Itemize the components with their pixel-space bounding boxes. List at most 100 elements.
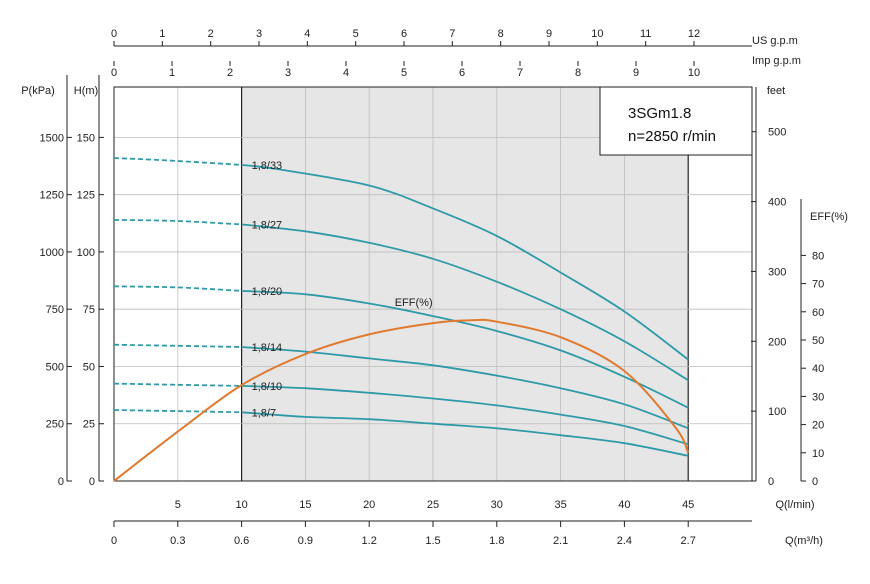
us-gpm-tick-label: 8 <box>498 28 504 40</box>
flow-lmin-axis-title: Q(l/min) <box>775 499 814 511</box>
flow-m3h-tick-label: 0.3 <box>170 535 185 547</box>
head-tick-label: 25 <box>83 419 95 431</box>
head-curve-label: 1,8/14 <box>252 342 283 354</box>
head-curve-line <box>241 164 689 361</box>
head-curves: 1,8/33 1,8/27 1,8/20 1,8/14 1,8/10 1,8/7 <box>113 157 689 457</box>
eff-axis-title: EFF(%) <box>810 211 848 223</box>
feet-tick-label: 500 <box>768 127 786 139</box>
flow-m3h-tick-label: 1.8 <box>489 535 504 547</box>
feet-tick-label: 100 <box>768 406 786 418</box>
us-gpm-tick-label: 5 <box>353 28 359 40</box>
us-gpm-tick-label: 9 <box>546 28 552 40</box>
eff-tick-label: 30 <box>812 391 824 403</box>
pressure-tick-label: 1000 <box>40 247 64 259</box>
eff-tick-label: 10 <box>812 448 824 460</box>
imp-gpm-tick-label: 4 <box>343 67 349 79</box>
head-curve-1-8-20: 1,8/20 <box>113 285 689 409</box>
feet-axis-title: feet <box>767 85 785 97</box>
flow-m3h-axis-title: Q(m³/h) <box>785 535 823 547</box>
axes: 0255075100125150H(m)02505007501000125015… <box>21 28 848 547</box>
head-curve-1-8-10: 1,8/10 <box>113 381 689 446</box>
eff-tick-label: 80 <box>812 250 824 262</box>
flow-m3h-tick-label: 1.5 <box>425 535 440 547</box>
flow-m3h-tick-label: 0.6 <box>234 535 249 547</box>
flow-lmin-tick-label: 35 <box>554 499 566 511</box>
flow-lmin-tick-label: 25 <box>427 499 439 511</box>
head-tick-label: 125 <box>77 190 95 202</box>
flow-lmin-tick-label: 15 <box>299 499 311 511</box>
model-name: 3SGm1.8 <box>628 105 691 122</box>
info-box-frame <box>599 86 753 156</box>
eff-tick-label: 40 <box>812 363 824 375</box>
eff-tick-label: 70 <box>812 279 824 291</box>
pressure-tick-label: 750 <box>46 304 64 316</box>
head-curve-line <box>241 223 689 381</box>
imp-gpm-tick-label: 10 <box>688 67 700 79</box>
us-gpm-tick-label: 6 <box>401 28 407 40</box>
us-gpm-tick-label: 3 <box>256 28 262 40</box>
head-curve-1-8-7: 1,8/7 <box>113 407 689 457</box>
flow-m3h-tick-label: 1.2 <box>362 535 377 547</box>
imp-gpm-tick-label: 1 <box>169 67 175 79</box>
pressure-tick-label: 1250 <box>40 190 64 202</box>
efficiency-curve-group: EFF(%) <box>113 297 690 482</box>
head-curve-1-8-27: 1,8/27 <box>113 219 689 381</box>
head-curve-line <box>241 290 689 409</box>
us-gpm-tick-label: 12 <box>688 28 700 40</box>
efficiency-curve <box>113 318 690 482</box>
us-gpm-axis-title: US g.p.m <box>752 35 798 47</box>
head-curve-dashed <box>113 382 242 387</box>
speed-rating: n=2850 r/min <box>628 128 716 145</box>
head-curve-line <box>241 411 689 457</box>
head-curve-dashed <box>113 219 242 226</box>
head-curve-dashed <box>113 157 242 166</box>
pressure-axis-title: P(kPa) <box>21 85 55 97</box>
imp-gpm-axis-title: Imp g.p.m <box>752 55 801 67</box>
feet-tick-label: 300 <box>768 266 786 278</box>
feet-tick-label: 0 <box>768 476 774 488</box>
imp-gpm-tick-label: 5 <box>401 67 407 79</box>
head-tick-label: 150 <box>77 132 95 144</box>
head-curve-label: 1,8/7 <box>252 407 276 419</box>
head-curve-dashed <box>113 343 242 348</box>
imp-gpm-tick-label: 2 <box>227 67 233 79</box>
us-gpm-tick-label: 1 <box>159 28 165 40</box>
efficiency-curve-label: EFF(%) <box>395 297 433 309</box>
eff-tick-label: 50 <box>812 335 824 347</box>
pressure-tick-label: 1500 <box>40 132 64 144</box>
head-curve-label: 1,8/33 <box>252 160 283 172</box>
us-gpm-tick-label: 11 <box>640 28 651 40</box>
head-tick-label: 50 <box>83 361 95 373</box>
head-curve-dashed <box>113 285 242 292</box>
head-curve-line <box>241 346 689 430</box>
head-curve-1-8-33: 1,8/33 <box>113 157 689 361</box>
head-curve-1-8-14: 1,8/14 <box>113 342 689 430</box>
head-curve-label: 1,8/10 <box>252 381 283 393</box>
head-tick-label: 75 <box>83 304 95 316</box>
imp-gpm-tick-label: 7 <box>517 67 523 79</box>
head-curve-label: 1,8/20 <box>252 286 283 298</box>
eff-tick-label: 20 <box>812 420 824 432</box>
flow-lmin-tick-label: 20 <box>363 499 375 511</box>
flow-lmin-tick-label: 30 <box>491 499 503 511</box>
pressure-tick-label: 0 <box>58 476 64 488</box>
us-gpm-tick-label: 10 <box>591 28 603 40</box>
feet-tick-label: 400 <box>768 197 786 209</box>
imp-gpm-tick-label: 8 <box>575 67 581 79</box>
eff-tick-label: 0 <box>812 476 818 488</box>
head-curve-label: 1,8/27 <box>252 219 283 231</box>
flow-m3h-tick-label: 2.4 <box>617 535 632 547</box>
imp-gpm-tick-label: 0 <box>111 67 117 79</box>
pressure-tick-label: 500 <box>46 361 64 373</box>
grid-lines <box>114 87 752 481</box>
us-gpm-tick-label: 0 <box>111 28 117 40</box>
imp-gpm-tick-label: 9 <box>633 67 639 79</box>
flow-lmin-tick-label: 10 <box>235 499 247 511</box>
head-tick-label: 0 <box>89 476 95 488</box>
us-gpm-tick-label: 2 <box>208 28 214 40</box>
head-curve-line <box>241 385 689 446</box>
us-gpm-tick-label: 7 <box>449 28 455 40</box>
flow-lmin-tick-label: 40 <box>618 499 630 511</box>
imp-gpm-tick-label: 6 <box>459 67 465 79</box>
